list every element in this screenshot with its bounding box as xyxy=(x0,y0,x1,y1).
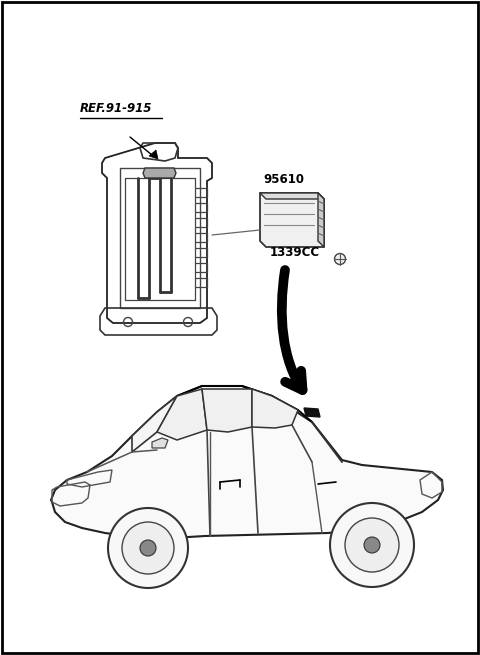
Polygon shape xyxy=(202,389,252,432)
Text: 1339CC: 1339CC xyxy=(270,246,320,259)
Circle shape xyxy=(345,518,399,572)
Polygon shape xyxy=(152,438,168,448)
Polygon shape xyxy=(51,386,443,540)
Polygon shape xyxy=(252,389,298,428)
Text: REF.91-915: REF.91-915 xyxy=(80,102,152,115)
Polygon shape xyxy=(304,408,320,417)
Polygon shape xyxy=(260,193,324,199)
Polygon shape xyxy=(149,150,158,159)
Text: 95610: 95610 xyxy=(263,173,304,186)
Polygon shape xyxy=(318,193,324,247)
Polygon shape xyxy=(157,389,207,440)
Circle shape xyxy=(330,503,414,587)
Polygon shape xyxy=(132,396,177,452)
Polygon shape xyxy=(143,168,176,178)
Circle shape xyxy=(364,537,380,553)
Circle shape xyxy=(140,540,156,556)
Circle shape xyxy=(122,522,174,574)
Polygon shape xyxy=(260,193,324,247)
FancyArrowPatch shape xyxy=(282,270,302,390)
Circle shape xyxy=(335,253,346,265)
Circle shape xyxy=(108,508,188,588)
